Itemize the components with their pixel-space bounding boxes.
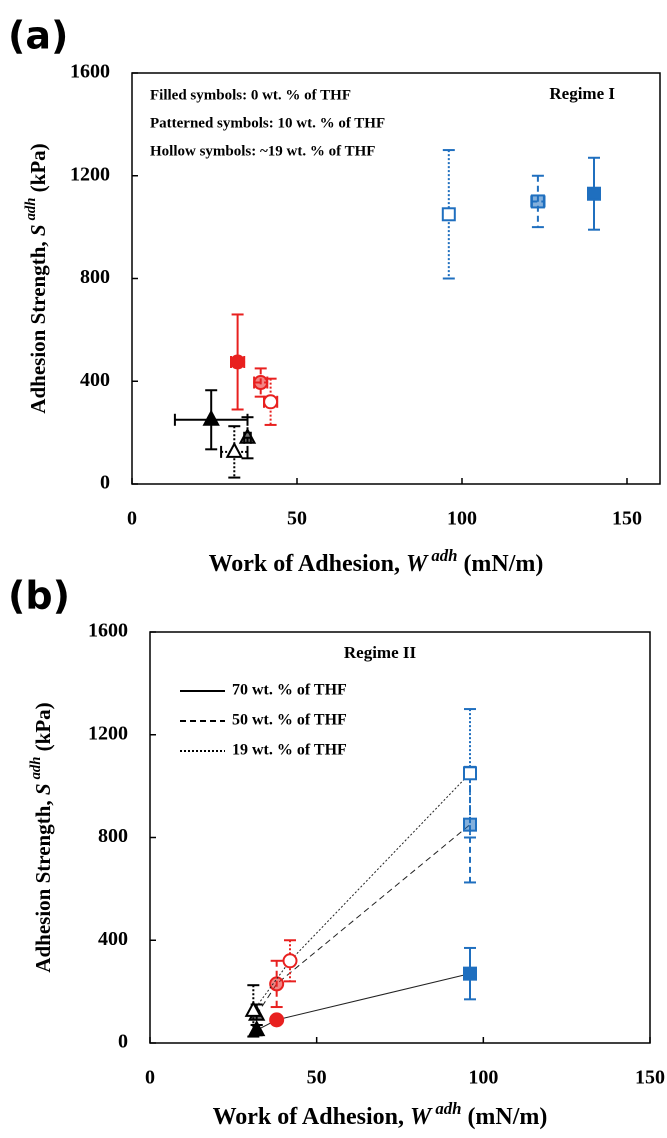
marker-circle bbox=[269, 1012, 285, 1028]
panel-label: (a) bbox=[8, 14, 68, 58]
y-axis-label-sup: adh bbox=[28, 757, 44, 780]
x-axis-label-text: Work of Adhesion, bbox=[213, 1104, 410, 1130]
y-tick-label: 400 bbox=[98, 928, 128, 950]
marker-circle bbox=[253, 375, 269, 391]
legend-label: 19 wt. % of THF bbox=[232, 742, 347, 759]
annotation: Patterned symbols: 10 wt. % of THF bbox=[150, 115, 385, 131]
marker-triangle bbox=[238, 427, 257, 444]
x-axis-label-symbol: W bbox=[406, 551, 429, 577]
legend-label: 70 wt. % of THF bbox=[232, 682, 347, 699]
series-line bbox=[256, 824, 471, 1016]
y-tick-label: 1600 bbox=[88, 620, 128, 642]
x-tick-label: 100 bbox=[468, 1067, 498, 1089]
y-tick-label: 1200 bbox=[70, 163, 110, 185]
marker-triangle bbox=[244, 1000, 263, 1017]
x-tick-label: 50 bbox=[307, 1067, 327, 1089]
y-tick-label: 0 bbox=[100, 472, 110, 494]
annotation: Filled symbols: 0 wt. % of THF bbox=[150, 87, 351, 103]
marker-circle bbox=[269, 976, 285, 992]
y-tick-label: 1600 bbox=[70, 61, 110, 83]
y-axis-label-sup: adh bbox=[23, 198, 39, 221]
y-axis-label: Adhesion Strength, Sadh (kPa) bbox=[28, 702, 54, 972]
series-line bbox=[252, 772, 471, 1012]
x-tick-label: 50 bbox=[287, 508, 307, 530]
marker-triangle bbox=[247, 1020, 266, 1037]
x-tick-label: 100 bbox=[447, 508, 477, 530]
x-tick-label: 0 bbox=[145, 1067, 155, 1089]
y-axis-label-unit: (kPa) bbox=[26, 143, 50, 197]
y-tick-label: 1200 bbox=[88, 722, 128, 744]
y-axis-label-text: Adhesion Strength, bbox=[26, 236, 50, 414]
marker-square bbox=[587, 186, 601, 201]
x-axis-label-text: Work of Adhesion, bbox=[209, 551, 406, 577]
y-axis-label-unit: (kPa) bbox=[31, 702, 55, 756]
plot-frame bbox=[149, 631, 651, 1044]
marker-square bbox=[441, 207, 456, 222]
marker-triangle bbox=[202, 409, 220, 426]
y-tick-label: 0 bbox=[118, 1031, 128, 1053]
y-axis-label-symbol: S bbox=[26, 224, 50, 236]
marker-triangle bbox=[225, 441, 243, 458]
panel-label: (b) bbox=[8, 574, 70, 618]
regime-label: Regime II bbox=[344, 643, 417, 662]
annotation: Hollow symbols: ~19 wt. % of THF bbox=[150, 143, 375, 159]
x-tick-label: 0 bbox=[127, 508, 137, 530]
x-axis-label-sup: adh bbox=[435, 1099, 461, 1118]
marker-square bbox=[530, 194, 545, 209]
y-error-bar bbox=[264, 377, 277, 426]
regime-label: Regime I bbox=[549, 84, 615, 103]
x-axis-label-unit: (mN/m) bbox=[457, 551, 543, 577]
marker-square bbox=[463, 966, 477, 981]
marker-square bbox=[463, 817, 477, 832]
marker-circle bbox=[282, 953, 298, 969]
x-tick-label: 150 bbox=[635, 1067, 665, 1089]
x-axis-label-unit: (mN/m) bbox=[461, 1104, 547, 1130]
x-axis-label-sup: adh bbox=[431, 546, 457, 565]
legend-label: 50 wt. % of THF bbox=[232, 712, 347, 729]
marker-square bbox=[463, 766, 477, 781]
y-axis-label-symbol: S bbox=[31, 783, 55, 795]
x-axis-label-symbol: W bbox=[410, 1104, 433, 1130]
y-axis-label: Adhesion Strength, Sadh (kPa) bbox=[23, 143, 49, 413]
x-tick-label: 150 bbox=[612, 508, 642, 530]
marker-circle bbox=[230, 354, 246, 370]
y-axis-label-text: Adhesion Strength, bbox=[31, 795, 55, 973]
y-tick-label: 400 bbox=[80, 369, 110, 391]
y-tick-label: 800 bbox=[80, 266, 110, 288]
marker-circle bbox=[263, 394, 279, 410]
y-tick-label: 800 bbox=[98, 825, 128, 847]
